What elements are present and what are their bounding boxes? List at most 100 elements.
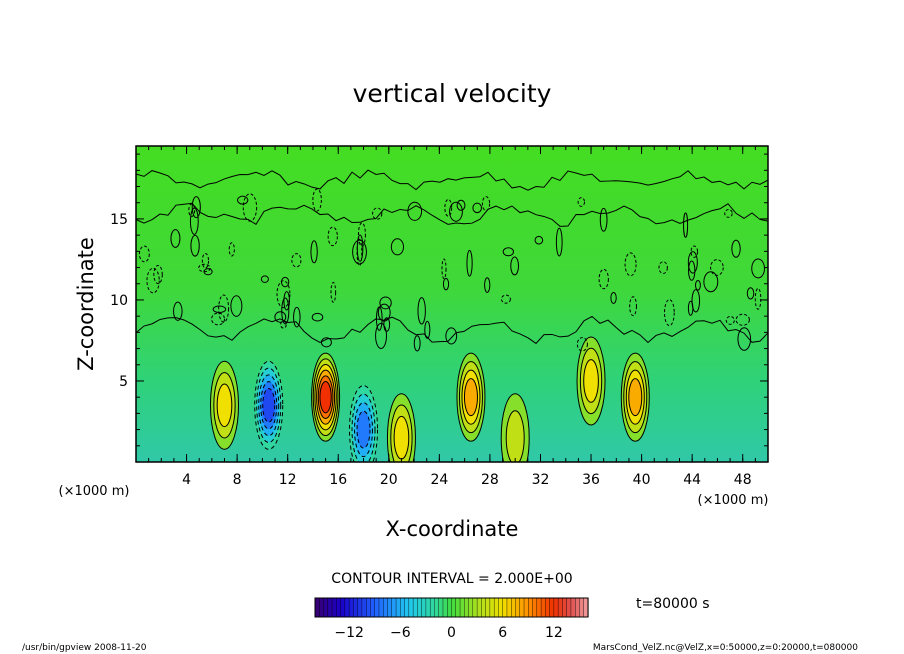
colorbar-segment xyxy=(506,597,512,618)
contour-blob xyxy=(683,212,689,238)
contour-blob xyxy=(310,240,318,264)
colorbar-segment xyxy=(404,597,410,618)
colorbar-segment xyxy=(523,597,529,618)
x-tick-label: 36 xyxy=(582,472,600,488)
colorbar-segment xyxy=(323,597,329,618)
feature-updraft xyxy=(209,360,239,450)
colorbar-segment xyxy=(468,597,474,618)
contour-blob xyxy=(703,271,719,293)
contour-blob xyxy=(445,327,458,345)
colorbar-frame xyxy=(314,597,589,618)
contour-blob xyxy=(357,222,366,247)
contour-line xyxy=(136,202,768,227)
contour-line xyxy=(136,169,768,191)
colorbar-tick-label: 12 xyxy=(545,625,563,641)
contour-blob xyxy=(390,238,405,256)
contour-blob xyxy=(725,315,735,325)
contour-blob xyxy=(276,280,291,309)
contour-interval-text: CONTOUR INTERVAL = 2.000E+00 xyxy=(331,571,572,587)
contour-blob xyxy=(153,264,163,285)
contour-blob xyxy=(624,252,637,277)
colorbar-tick-label: −6 xyxy=(390,625,411,641)
contour-blob xyxy=(687,251,698,274)
contour-ring xyxy=(505,410,525,462)
x-tick-label: 40 xyxy=(633,472,651,488)
contour-ring xyxy=(393,415,410,460)
contour-blob xyxy=(442,277,450,291)
x-tick-label: 16 xyxy=(329,472,347,488)
contour-blob xyxy=(312,188,322,212)
colorbar-segment xyxy=(451,597,457,618)
colorbar-segment xyxy=(319,597,325,618)
x-tick-label: 20 xyxy=(380,472,398,488)
chart-title: vertical velocity xyxy=(353,79,552,108)
contour-blob xyxy=(510,256,520,276)
feature-updraft xyxy=(576,336,606,426)
feature-downdraft xyxy=(254,360,284,450)
time-text: t=80000 s xyxy=(636,596,710,612)
contour-blob xyxy=(710,259,724,276)
contour-blob xyxy=(466,249,473,277)
colorbar-segment xyxy=(502,597,508,618)
colorbar-tick-label: −12 xyxy=(334,625,364,641)
contour-blob xyxy=(280,320,287,329)
colorbar-segment xyxy=(464,597,470,618)
contour-blob xyxy=(610,291,617,304)
contour-blob xyxy=(472,202,482,214)
contour-blob xyxy=(754,287,762,310)
contour-blob xyxy=(198,263,211,273)
upper-contours xyxy=(136,169,768,352)
colorbar-segment xyxy=(481,597,487,618)
contour-blob xyxy=(424,320,431,339)
y-tick-label: 15 xyxy=(110,212,128,228)
x-tick-label: 44 xyxy=(683,472,701,488)
contour-blob xyxy=(191,196,201,219)
x-tick-label: 32 xyxy=(532,472,550,488)
contour-blob xyxy=(449,201,463,222)
contour-blob xyxy=(146,267,160,294)
contour-ring xyxy=(628,378,643,417)
colorbar-segment xyxy=(545,597,551,618)
colorbar-segment xyxy=(425,597,431,618)
colorbar-segment xyxy=(314,597,320,618)
colorbar-segment xyxy=(562,597,568,618)
contour-blob xyxy=(170,229,181,248)
contour-blob xyxy=(691,289,701,313)
colorbar-segment xyxy=(387,597,393,618)
x-unit-right: (×1000 m) xyxy=(698,493,769,508)
contour-blob xyxy=(274,311,287,323)
contour-blob xyxy=(379,296,392,310)
colorbar-segment xyxy=(391,597,397,618)
contour-blob xyxy=(481,196,491,212)
x-tick-label: 4 xyxy=(182,472,191,488)
contour-blob xyxy=(188,203,196,218)
contour-blob xyxy=(417,297,426,325)
contour-blob xyxy=(330,281,337,303)
plot-area xyxy=(136,146,768,462)
contour-blob xyxy=(746,287,755,300)
colorbar-segment xyxy=(357,597,363,618)
contour-blob xyxy=(731,239,741,258)
colorbar-segment xyxy=(532,597,538,618)
colorbar-segment xyxy=(412,597,418,618)
colorbar-segment xyxy=(485,597,491,618)
colorbar-ticks: −12 −6 0 6 12 xyxy=(334,625,562,641)
feature-updraft xyxy=(500,393,530,462)
colorbar-segment xyxy=(536,597,542,618)
contour-blob xyxy=(228,242,235,257)
colorbar-segment xyxy=(472,597,478,618)
feature-updraft xyxy=(456,352,486,442)
colorbar-segment xyxy=(370,597,376,618)
colorbar-segment xyxy=(557,597,564,618)
colorbar-segment xyxy=(429,597,436,618)
feature-updraft xyxy=(311,352,341,442)
colorbar-segment xyxy=(515,597,521,618)
colorbar-segment xyxy=(519,597,525,618)
contour-blob xyxy=(413,335,421,352)
footer-right: MarsCond_VelZ.nc@VelZ,x=0:50000,z=0:2000… xyxy=(593,643,858,653)
colorbar-segment xyxy=(511,597,517,618)
colorbar-segment xyxy=(331,597,337,618)
contour-blob xyxy=(664,299,675,327)
contour-blob xyxy=(456,199,466,211)
